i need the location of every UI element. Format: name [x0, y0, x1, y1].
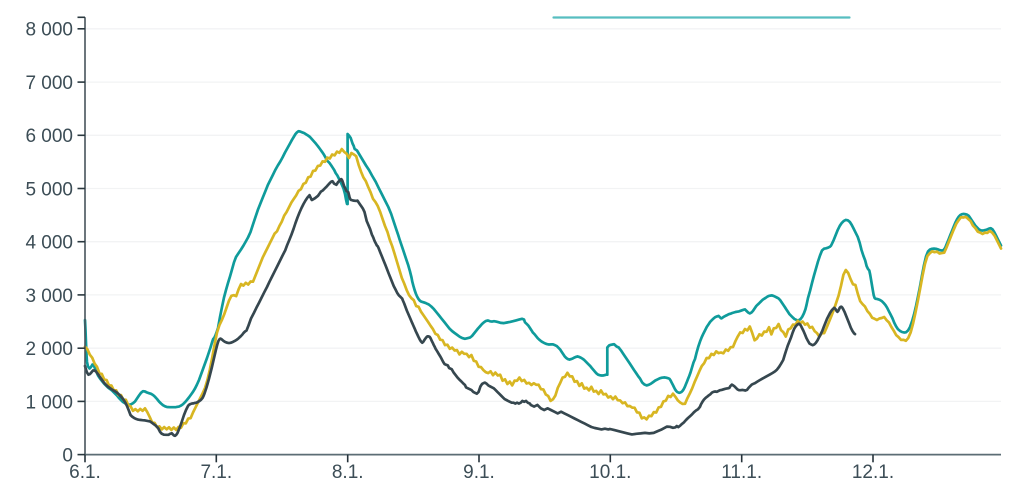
- svg-text:5 000: 5 000: [25, 179, 73, 200]
- svg-text:7.1.: 7.1.: [200, 462, 232, 483]
- svg-text:11.1.: 11.1.: [721, 462, 762, 483]
- svg-text:8.1.: 8.1.: [332, 462, 364, 483]
- svg-text:9.1.: 9.1.: [463, 462, 495, 483]
- svg-text:6.1.: 6.1.: [69, 462, 101, 483]
- svg-text:6 000: 6 000: [25, 126, 73, 147]
- svg-text:2 000: 2 000: [25, 339, 73, 360]
- svg-text:10.1.: 10.1.: [589, 462, 631, 483]
- svg-text:7 000: 7 000: [25, 73, 73, 94]
- svg-text:12.1.: 12.1.: [852, 462, 894, 483]
- svg-text:4 000: 4 000: [25, 233, 73, 254]
- svg-text:0: 0: [62, 446, 73, 467]
- svg-text:8 000: 8 000: [25, 20, 73, 41]
- svg-text:3 000: 3 000: [25, 286, 73, 307]
- svg-text:1 000: 1 000: [25, 392, 73, 413]
